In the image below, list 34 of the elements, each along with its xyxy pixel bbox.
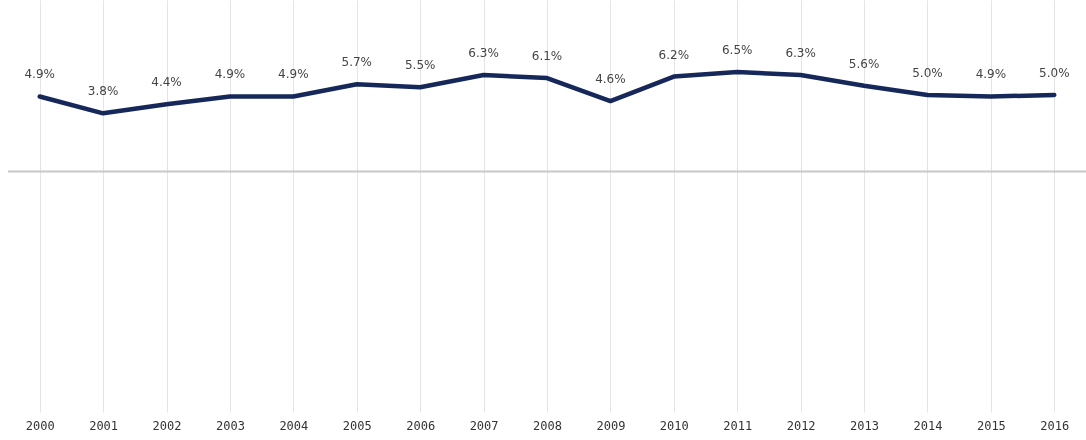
- data-label: 6.2%: [658, 47, 690, 62]
- data-label: 5.7%: [341, 55, 373, 70]
- x-tick-label: 2014: [913, 418, 943, 433]
- data-label: 4.4%: [151, 75, 182, 90]
- x-tick-label: 2009: [596, 418, 626, 433]
- x-tick-label: 2011: [723, 418, 753, 433]
- data-label: 6.5%: [721, 42, 753, 57]
- x-tick-label: 2010: [659, 418, 689, 433]
- x-tick-label: 2016: [1040, 418, 1070, 433]
- data-label: 4.6%: [595, 72, 626, 87]
- data-label: 3.8%: [87, 84, 119, 99]
- data-label: 4.9%: [214, 67, 246, 82]
- data-label: 5.5%: [404, 58, 436, 73]
- data-label: 6.3%: [785, 46, 816, 61]
- x-tick-label: 2000: [25, 418, 55, 433]
- data-label: 5.0%: [1039, 65, 1070, 80]
- x-tick-label: 2004: [279, 418, 309, 433]
- x-tick-label: 2001: [89, 418, 119, 433]
- data-label: 5.6%: [848, 56, 880, 71]
- x-tick-label: 2015: [976, 418, 1006, 433]
- x-tick-label: 2006: [406, 418, 436, 433]
- data-label: 4.9%: [24, 67, 55, 82]
- data-label: 5.0%: [912, 65, 943, 80]
- x-tick-label: 2005: [342, 418, 372, 433]
- data-label: 6.1%: [531, 49, 563, 64]
- data-label: 4.9%: [278, 67, 309, 82]
- x-tick-label: 2002: [152, 418, 182, 433]
- x-tick-label: 2008: [533, 418, 562, 433]
- x-tick-label: 2012: [786, 418, 816, 433]
- data-label: 6.3%: [468, 46, 499, 61]
- x-tick-label: 2013: [850, 418, 880, 433]
- x-tick-label: 2003: [215, 418, 245, 433]
- data-label: 4.9%: [975, 67, 1007, 82]
- x-tick-label: 2007: [469, 418, 499, 433]
